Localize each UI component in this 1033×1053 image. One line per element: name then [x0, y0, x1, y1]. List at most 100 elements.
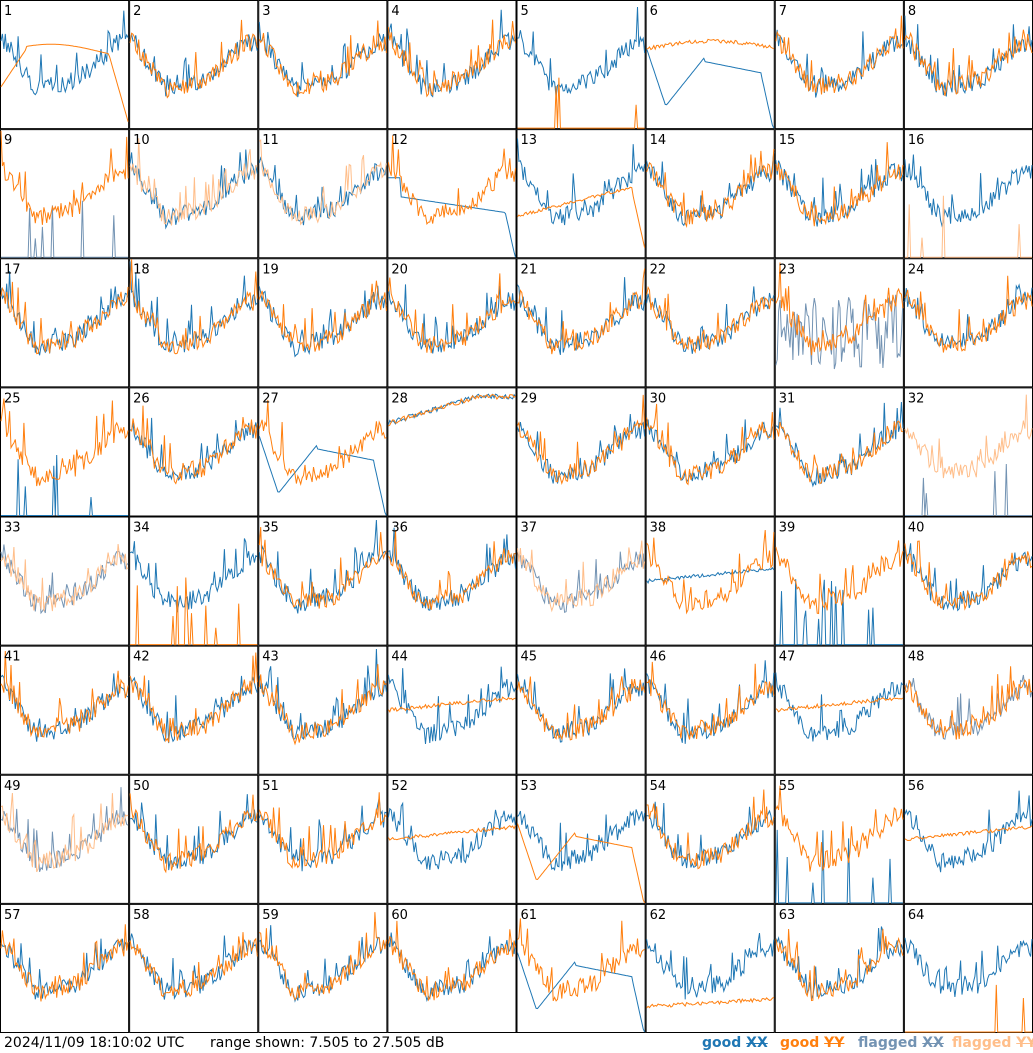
- panel-label: 12: [391, 133, 408, 148]
- panel-frame: [903, 903, 1033, 1033]
- spectrum-panel: 17: [0, 258, 130, 388]
- panel-label: 53: [521, 779, 538, 794]
- series-line-yy: [904, 666, 1033, 740]
- panel-label: 14: [650, 133, 667, 148]
- spectrum-panel: 19: [258, 258, 388, 388]
- spectrum-panel: 28: [387, 387, 517, 517]
- spectrum-panel: 52: [387, 774, 517, 904]
- series-line-yy: [387, 530, 516, 610]
- panel-frame: [774, 387, 904, 517]
- series-line-yy: [258, 664, 387, 746]
- spectrum-panel: 42: [129, 645, 259, 775]
- series-line-yy: [387, 135, 516, 226]
- panel-label: 21: [521, 262, 538, 277]
- panel-label: 29: [521, 391, 538, 406]
- panel-frame: [516, 774, 646, 904]
- spectrum-panel: 2: [129, 0, 259, 130]
- spectrum-panel: 45: [516, 645, 646, 775]
- series-line-xx: [1, 200, 129, 258]
- series-line-yy: [0, 650, 129, 738]
- legend-state: good: [780, 1035, 820, 1051]
- panel-label: 16: [908, 133, 925, 148]
- panel-frame: [645, 0, 775, 130]
- panel-frame: [774, 0, 904, 130]
- panel-label: 20: [391, 262, 408, 277]
- series-line-yy: [904, 984, 1032, 1033]
- panel-label: 40: [908, 521, 925, 536]
- panel-frame: [129, 516, 259, 646]
- series-line-yy: [387, 696, 516, 713]
- series-line-xx: [775, 926, 904, 1000]
- series-line-xx: [517, 952, 646, 1033]
- panel-frame: [129, 903, 259, 1033]
- spectrum-panel: 9: [0, 129, 130, 259]
- series-line-xx: [775, 829, 903, 904]
- series-line-yy: [904, 394, 1033, 479]
- series-line-yy: [775, 697, 904, 713]
- panel-frame: [258, 129, 388, 259]
- series-line-xx: [775, 672, 904, 742]
- series-line-xx: [646, 660, 775, 744]
- panel-frame: [516, 258, 646, 388]
- spectrum-panel: 61: [516, 903, 646, 1033]
- spectrum-panel: 20: [387, 258, 517, 388]
- legend-pol: XX: [922, 1035, 944, 1051]
- panel-label: 39: [779, 521, 796, 536]
- series-line-yy: [387, 825, 516, 841]
- series-line-xx: [517, 413, 646, 484]
- spectrum-panel: 25: [0, 387, 130, 517]
- panel-frame: [774, 516, 904, 646]
- series-line-yy: [130, 577, 258, 646]
- panel-label: 25: [4, 391, 21, 406]
- panel-frame: [645, 129, 775, 259]
- panel-label: 49: [4, 779, 21, 794]
- legend-flagged-xx: flagged XX: [858, 1035, 944, 1051]
- series-line-yy: [775, 420, 903, 485]
- panel-label: 45: [521, 650, 538, 665]
- panel-frame: [387, 0, 517, 130]
- series-line-xx: [517, 6, 646, 98]
- panel-label: 44: [391, 650, 408, 665]
- panel-frame: [516, 903, 646, 1033]
- panel-label: 2: [133, 4, 141, 19]
- series-line-xx: [904, 154, 1033, 228]
- panel-label: 37: [521, 521, 538, 536]
- panel-label: 46: [650, 650, 667, 665]
- series-line-yy: [904, 825, 1033, 842]
- panel-frame: [516, 387, 646, 517]
- series-line-yy: [646, 285, 775, 354]
- series-line-yy: [517, 394, 646, 485]
- series-line-yy: [517, 823, 646, 904]
- panel-label: 13: [521, 133, 538, 148]
- series-line-xx: [517, 277, 646, 356]
- panel-label: 38: [650, 521, 667, 536]
- series-line-yy: [646, 529, 775, 615]
- panel-frame: [258, 258, 388, 388]
- spectrum-panel: 16: [903, 129, 1033, 259]
- series-line-xx: [904, 463, 1032, 516]
- series-line-yy: [646, 996, 775, 1009]
- spectrum-panel: 44: [387, 645, 517, 775]
- series-line-xx: [517, 668, 646, 743]
- spectrum-panel: 59: [258, 903, 388, 1033]
- panel-label: 54: [650, 779, 667, 794]
- series-line-yy: [129, 652, 258, 743]
- spectrum-panel: 53: [516, 774, 646, 904]
- series-line-yy: [129, 19, 258, 99]
- panel-frame: [129, 0, 259, 130]
- series-line-xx: [0, 10, 129, 96]
- spectrum-panel: 15: [774, 129, 904, 259]
- series-line-yy: [388, 394, 516, 427]
- series-line-yy: [259, 912, 387, 1001]
- spectrum-panel: 62: [645, 903, 775, 1033]
- series-line-yy: [775, 785, 904, 872]
- series-line-xx: [258, 435, 387, 516]
- spectrum-panel: 4: [387, 0, 517, 130]
- series-line-xx: [775, 294, 904, 370]
- panel-frame: [645, 387, 775, 517]
- series-line-xx: [387, 393, 516, 425]
- panel-label: 26: [133, 391, 150, 406]
- panel-frame: [258, 774, 388, 904]
- panel-frame: [516, 129, 646, 259]
